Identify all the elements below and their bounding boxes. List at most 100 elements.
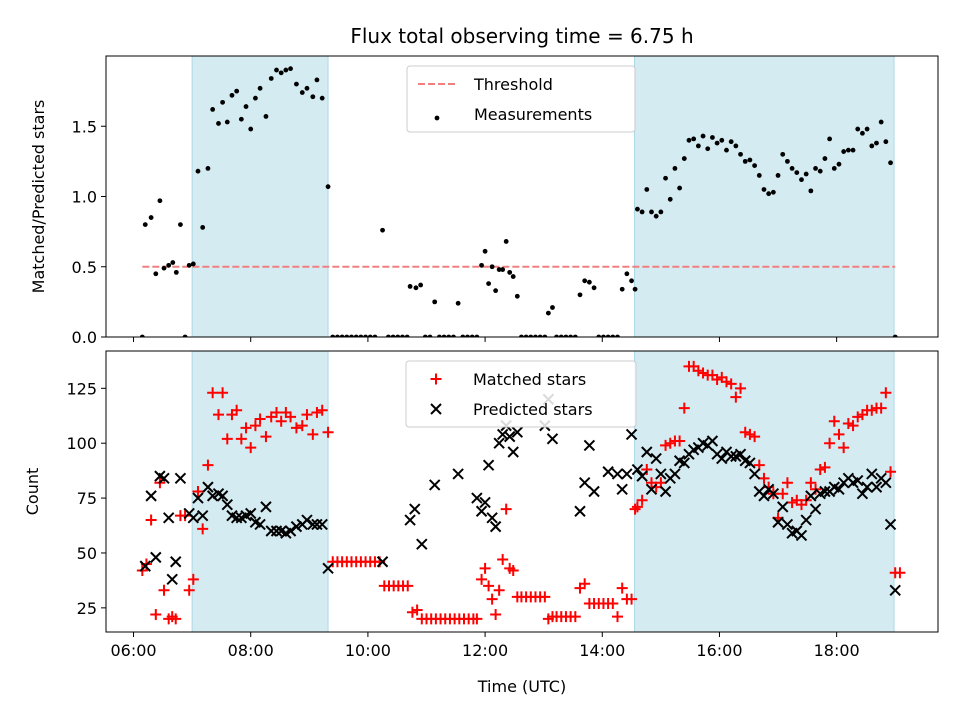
- data-point: [894, 567, 906, 579]
- data-point: [493, 288, 499, 294]
- data-point: [827, 136, 833, 142]
- data-point: [730, 391, 742, 403]
- data-point: [482, 459, 495, 471]
- data-point: [748, 468, 761, 480]
- data-point: [344, 334, 350, 337]
- series-plus: [136, 360, 906, 625]
- data-point: [615, 334, 620, 337]
- data-point: [612, 611, 624, 623]
- data-point: [157, 198, 163, 204]
- data-point: [550, 305, 555, 310]
- data-point: [187, 512, 200, 524]
- data-point: [500, 267, 506, 272]
- data-point: [503, 430, 516, 443]
- data-point: [752, 163, 758, 168]
- data-point: [376, 556, 389, 568]
- data-point: [285, 411, 297, 423]
- data-point: [711, 374, 723, 386]
- data-point: [451, 334, 456, 337]
- data-point: [249, 420, 261, 432]
- data-point: [558, 334, 564, 337]
- data-point: [406, 606, 418, 618]
- data-point: [758, 490, 770, 502]
- data-point: [240, 422, 252, 434]
- data-point: [183, 584, 195, 596]
- x-tick-label: 06:00: [110, 641, 156, 660]
- data-point: [170, 613, 182, 625]
- x-tick-label: 10:00: [345, 641, 391, 660]
- data-point: [641, 464, 653, 476]
- data-point: [636, 494, 648, 506]
- data-point: [799, 177, 804, 183]
- data-point: [335, 334, 340, 337]
- data-point: [716, 452, 728, 465]
- data-point: [616, 483, 628, 496]
- data-point: [316, 518, 328, 531]
- data-point: [601, 334, 606, 337]
- data-point: [824, 437, 836, 449]
- data-point: [578, 477, 591, 489]
- data-point: [217, 387, 229, 399]
- data-point: [855, 126, 861, 132]
- data-point: [819, 485, 831, 498]
- data-point: [367, 334, 373, 337]
- data-point: [892, 334, 898, 337]
- data-point: [632, 286, 638, 292]
- x-tick-label: 16:00: [696, 641, 742, 660]
- data-point: [319, 95, 325, 101]
- data-point: [284, 525, 297, 537]
- data-point: [260, 431, 272, 443]
- y-tick-label: 0.5: [72, 258, 97, 277]
- data-point: [814, 464, 826, 476]
- data-point: [641, 446, 653, 458]
- data-point: [275, 415, 287, 427]
- data-point: [186, 262, 192, 268]
- data-point: [869, 143, 875, 149]
- data-point: [808, 188, 814, 194]
- data-point: [528, 334, 534, 337]
- data-point: [207, 387, 219, 399]
- data-point: [465, 334, 470, 337]
- data-point: [805, 490, 817, 502]
- data-point: [724, 147, 729, 153]
- data-point: [270, 525, 283, 537]
- data-point: [179, 510, 191, 522]
- data-point: [878, 119, 884, 125]
- data-point: [644, 187, 650, 192]
- data-point: [669, 468, 681, 480]
- data-point: [629, 503, 641, 515]
- data-point: [469, 334, 475, 337]
- data-point: [758, 472, 770, 484]
- data-point: [674, 435, 686, 447]
- data-point: [486, 593, 498, 605]
- data-point: [725, 450, 737, 463]
- data-point: [166, 262, 172, 268]
- data-point: [523, 334, 529, 337]
- plot-area: [136, 351, 906, 632]
- observing-window-1: [633, 56, 895, 337]
- data-point: [786, 496, 798, 508]
- data-point: [519, 334, 524, 337]
- data-point: [861, 481, 873, 493]
- data-point: [533, 334, 538, 337]
- data-point: [314, 77, 320, 83]
- data-point: [705, 146, 711, 152]
- data-point: [639, 209, 645, 215]
- data-point: [649, 209, 654, 215]
- data-point: [182, 334, 188, 337]
- data-point: [819, 461, 831, 473]
- data-point: [885, 466, 897, 478]
- data-point: [400, 334, 405, 337]
- data-point: [554, 334, 559, 337]
- data-point: [235, 433, 247, 445]
- data-point: [775, 173, 781, 178]
- data-point: [212, 409, 224, 421]
- data-point: [441, 334, 447, 337]
- data-point: [173, 269, 179, 275]
- data-point: [294, 81, 299, 87]
- data-point: [489, 264, 495, 270]
- data-point: [607, 597, 619, 609]
- data-point: [299, 90, 305, 95]
- data-point: [404, 334, 410, 337]
